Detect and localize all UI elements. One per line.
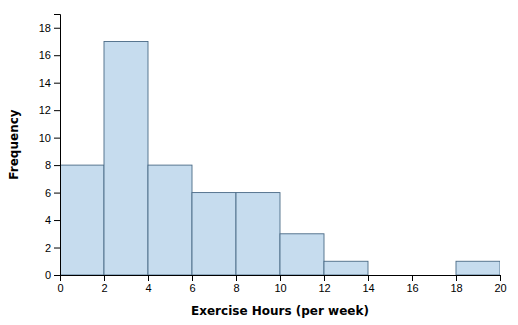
- y-tick-mark: [54, 28, 60, 29]
- bar: [280, 234, 324, 275]
- y-tick-mark: [54, 83, 60, 84]
- x-tick-label: 2: [101, 282, 107, 294]
- x-tick-label: 4: [145, 282, 151, 294]
- x-tick: 10: [274, 275, 286, 294]
- x-tick-mark: [236, 275, 237, 281]
- x-tick-mark: [324, 275, 325, 281]
- y-tick-label: 8: [45, 159, 51, 171]
- y-tick-mark: [54, 220, 60, 221]
- x-tick: 4: [145, 275, 151, 294]
- x-tick-label: 16: [406, 282, 418, 294]
- bars: [60, 41, 500, 275]
- y-tick-mark: [54, 110, 60, 111]
- y-tick: 6: [45, 187, 60, 199]
- x-tick: 2: [101, 275, 107, 294]
- y-tick: 4: [45, 214, 60, 226]
- y-tick: 0: [45, 269, 60, 281]
- y-axis-title: Frequency: [7, 109, 21, 179]
- y-tick-mark: [54, 193, 60, 194]
- bar: [60, 165, 104, 275]
- x-tick-label: 6: [189, 282, 195, 294]
- y-tick-label: 0: [45, 269, 51, 281]
- x-tick-mark: [148, 275, 149, 281]
- y-tick: 2: [45, 242, 60, 254]
- x-tick-label: 18: [450, 282, 462, 294]
- y-tick: 14: [39, 77, 60, 89]
- y-tick-mark: [54, 138, 60, 139]
- x-tick: 18: [450, 275, 462, 294]
- x-tick: 14: [362, 275, 374, 294]
- x-tick-mark: [280, 275, 281, 281]
- x-axis-title: Exercise Hours (per week): [191, 304, 369, 318]
- y-tick-label: 2: [45, 242, 51, 254]
- x-tick-mark: [192, 275, 193, 281]
- x-tick: 16: [406, 275, 418, 294]
- chart: 0 2 4 6 8 10 12 14 16 18 20 0 2 4 6 8 10 12 14 16 18 Exercise…: [0, 0, 518, 325]
- y-tick-label: 16: [39, 49, 51, 61]
- y-tick-label: 12: [39, 104, 51, 116]
- x-tick-label: 12: [318, 282, 330, 294]
- y-tick-label: 10: [39, 132, 51, 144]
- x-tick-label: 10: [274, 282, 286, 294]
- bar: [104, 41, 148, 275]
- x-tick: 0: [57, 275, 63, 294]
- x-tick-mark: [456, 275, 457, 281]
- y-tick: 16: [39, 49, 60, 61]
- y-tick-label: 18: [39, 22, 51, 34]
- y-tick: 10: [39, 132, 60, 144]
- y-tick-label: 14: [39, 77, 51, 89]
- y-tick-mark: [54, 275, 60, 276]
- y-tick-mark: [54, 55, 60, 56]
- y-tick-mark: [54, 165, 60, 166]
- bar: [412, 275, 456, 276]
- x-tick-mark: [368, 275, 369, 281]
- bar: [456, 261, 500, 275]
- x-tick: 8: [233, 275, 239, 294]
- bar: [368, 275, 412, 276]
- x-tick: 6: [189, 275, 195, 294]
- y-tick-mark: [54, 248, 60, 249]
- x-tick: 20: [494, 275, 506, 294]
- x-tick-label: 14: [362, 282, 374, 294]
- x-axis: 0 2 4 6 8 10 12 14 16 18 20: [57, 275, 506, 294]
- x-tick: 12: [318, 275, 330, 294]
- x-tick-label: 8: [233, 282, 239, 294]
- y-axis-line: [54, 15, 61, 276]
- bar: [148, 165, 192, 275]
- y-tick: 12: [39, 104, 60, 116]
- y-tick-label: 6: [45, 187, 51, 199]
- x-tick-mark: [412, 275, 413, 281]
- y-tick-label: 4: [45, 214, 51, 226]
- x-tick-mark: [500, 275, 501, 281]
- bar: [324, 261, 368, 275]
- x-tick-label: 20: [494, 282, 506, 294]
- plot: 0 2 4 6 8 10 12 14 16 18 20 0 2 4 6 8 10 12 14 16 18 Exercise…: [7, 15, 507, 319]
- bar: [236, 193, 280, 275]
- x-axis-line: [61, 276, 501, 282]
- bar: [192, 193, 236, 275]
- x-tick-label: 0: [57, 282, 63, 294]
- y-tick: 18: [39, 22, 60, 34]
- y-tick: 8: [45, 159, 60, 171]
- y-axis: 0 2 4 6 8 10 12 14 16 18: [39, 15, 61, 282]
- x-tick-mark: [104, 275, 105, 281]
